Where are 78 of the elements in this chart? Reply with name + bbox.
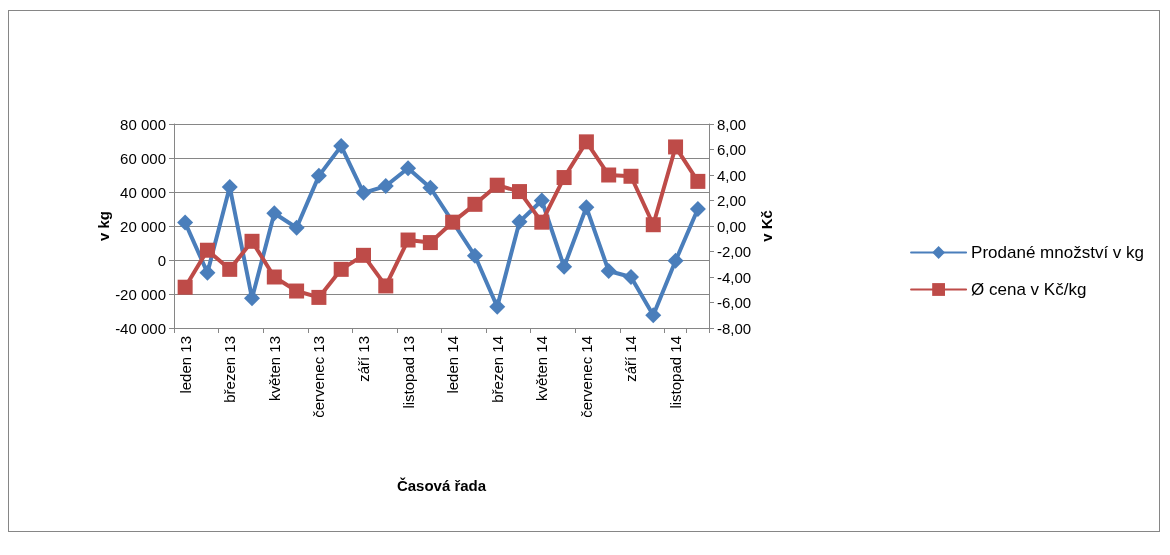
- point: [199, 242, 215, 258]
- point: [377, 178, 394, 195]
- y-tick-label: 40 000: [120, 183, 166, 201]
- x-axis-title: Časová řada: [396, 477, 487, 494]
- point: [690, 173, 706, 189]
- point: [511, 213, 528, 230]
- point: [355, 247, 371, 263]
- x-tick-label: červenec 13: [310, 336, 328, 418]
- point: [266, 269, 282, 285]
- y-tick-label: 20 000: [120, 217, 166, 235]
- point: [400, 232, 416, 248]
- point: [467, 196, 483, 212]
- y-tick-label: 80 000: [120, 115, 166, 133]
- point: [222, 261, 238, 277]
- point: [199, 264, 216, 281]
- y-tick-label: 60 000: [120, 149, 166, 167]
- x-tick-label: květen 13: [265, 336, 283, 402]
- point: [311, 289, 327, 305]
- x-tick-label: listopad 14: [667, 336, 685, 409]
- point: [288, 219, 305, 236]
- point: [623, 168, 639, 184]
- point: [333, 261, 349, 277]
- point: [668, 139, 684, 155]
- y-tick-label: -40 000: [115, 319, 166, 337]
- x-tick-label: květen 14: [533, 336, 551, 402]
- y-tick-label: 0: [157, 251, 166, 269]
- point: [556, 258, 573, 275]
- point: [422, 179, 439, 196]
- x-tick-label: březen 13: [221, 336, 239, 403]
- point: [667, 252, 684, 269]
- point: [533, 192, 550, 209]
- y-axis-title: v kg: [95, 210, 113, 242]
- y2-tick-label: -6,00: [717, 294, 752, 311]
- legend-label: Ø cena v Kč/kg: [971, 280, 1087, 299]
- legend-label: Prodané množství v kg: [971, 243, 1145, 262]
- point: [422, 235, 438, 251]
- point: [355, 184, 372, 201]
- point: [601, 167, 617, 183]
- y2-tick-label: -4,00: [717, 268, 752, 286]
- x-tick-label: listopad 13: [399, 336, 417, 409]
- point: [534, 214, 550, 230]
- point: [466, 247, 483, 264]
- point: [445, 214, 461, 230]
- x-tick-label: březen 14: [488, 336, 506, 403]
- point: [556, 170, 572, 186]
- x-tick-label: leden 14: [444, 336, 462, 394]
- point: [622, 269, 639, 285]
- y2-tick-label: 6,00: [717, 141, 747, 158]
- point: [400, 160, 417, 177]
- point: [578, 199, 595, 216]
- point: [289, 283, 305, 299]
- point: [645, 307, 662, 324]
- point: [578, 134, 594, 150]
- point: [489, 177, 505, 193]
- point: [310, 167, 327, 184]
- point: [378, 278, 394, 294]
- y2-tick-label: 0,00: [717, 217, 747, 235]
- point: [333, 138, 350, 155]
- x-tick-label: září 13: [354, 336, 372, 382]
- y2-tick-label: -2,00: [717, 243, 752, 260]
- point: [600, 263, 617, 280]
- point: [512, 184, 528, 200]
- point: [266, 205, 283, 222]
- point: [177, 279, 193, 295]
- y-tick-label: -20 000: [115, 285, 166, 303]
- x-tick-label: červenec 14: [577, 336, 595, 418]
- y2-tick-label: -8,00: [717, 319, 752, 337]
- y2-tick-label: 2,00: [717, 192, 747, 209]
- y2-tick-label: 8,00: [717, 115, 747, 133]
- x-tick-label: leden 13: [176, 336, 194, 394]
- point: [489, 298, 506, 315]
- point: [177, 214, 194, 231]
- point: [244, 233, 260, 249]
- x-tick-label: září 14: [622, 336, 640, 382]
- point: [689, 201, 706, 217]
- y2-tick-label: 4,00: [717, 166, 747, 184]
- y2-axis-title: v Kč: [758, 210, 775, 242]
- point: [645, 217, 661, 233]
